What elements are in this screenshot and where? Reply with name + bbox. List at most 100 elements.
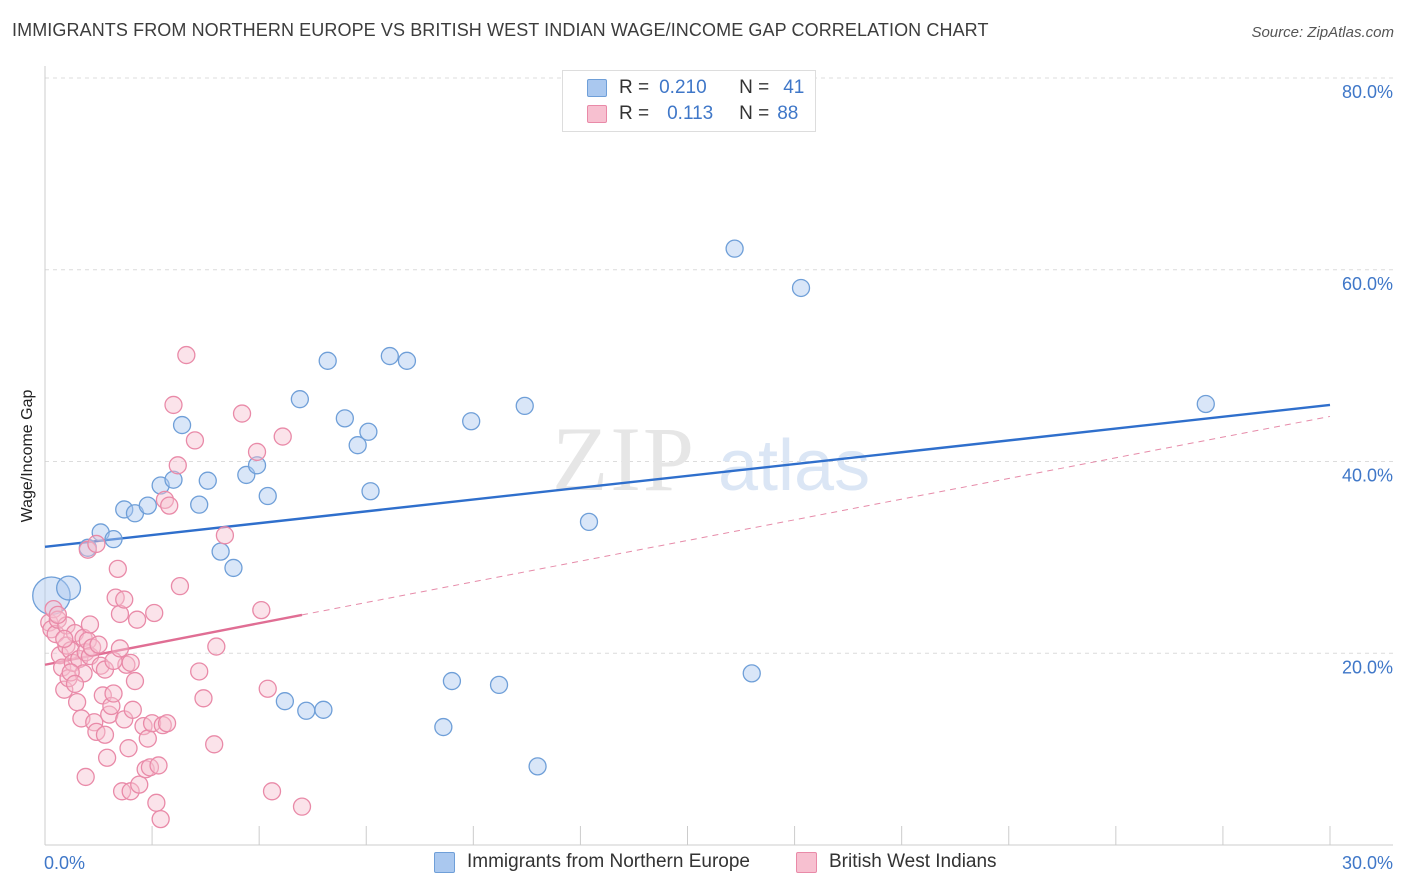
point-northern-europe — [190, 495, 209, 514]
series-legend: Immigrants from Northern Europe British … — [0, 851, 1406, 879]
point-british-west-indians — [149, 756, 168, 775]
point-northern-europe — [1196, 394, 1215, 414]
point-northern-europe — [56, 575, 82, 601]
point-northern-europe — [138, 496, 157, 515]
point-british-west-indians — [205, 735, 224, 754]
legend-label-northern-europe: Immigrants from Northern Europe — [467, 851, 750, 872]
point-british-west-indians — [258, 679, 277, 698]
legend-item-northern-europe[interactable]: Immigrants from Northern Europe — [434, 851, 750, 873]
stats-row-british-west-indians: R = 0.113 N = 88 — [563, 101, 798, 127]
point-british-west-indians — [89, 635, 108, 654]
point-northern-europe — [791, 278, 811, 298]
point-british-west-indians — [119, 739, 138, 758]
point-british-west-indians — [108, 559, 127, 579]
point-british-west-indians — [104, 684, 123, 703]
point-british-west-indians — [177, 345, 196, 365]
point-northern-europe — [247, 456, 267, 475]
blue-swatch-icon — [587, 79, 607, 97]
point-northern-europe — [742, 664, 761, 683]
watermark-zip: ZIP — [552, 408, 696, 510]
r-value-british-west-indians: 0.113 — [667, 103, 714, 124]
x-tick-label-max: 30.0% — [1342, 853, 1393, 873]
watermark: ZIP atlas — [552, 408, 870, 510]
point-british-west-indians — [170, 576, 190, 596]
point-northern-europe — [211, 542, 230, 561]
point-northern-europe — [434, 717, 453, 737]
point-british-west-indians — [55, 680, 74, 699]
point-northern-europe — [380, 346, 399, 366]
point-british-west-indians — [292, 797, 312, 816]
point-british-west-indians — [194, 689, 213, 708]
point-british-west-indians — [190, 662, 209, 681]
point-british-west-indians — [130, 775, 149, 794]
point-british-west-indians — [127, 610, 147, 629]
point-british-west-indians — [76, 767, 95, 787]
point-northern-europe — [397, 351, 417, 370]
r-label: R = — [619, 103, 650, 124]
points-layer — [32, 239, 1215, 829]
point-northern-europe — [104, 530, 123, 549]
point-british-west-indians — [110, 604, 130, 624]
point-british-west-indians — [147, 793, 166, 812]
n-value-british-west-indians: 88 — [777, 103, 799, 124]
x-tick-label-min: 0.0% — [44, 853, 85, 873]
point-british-west-indians — [61, 663, 80, 682]
legend-label-british-west-indians: British West Indians — [829, 851, 997, 872]
point-northern-europe — [515, 396, 534, 416]
point-british-west-indians — [80, 615, 100, 634]
point-british-west-indians — [273, 427, 292, 446]
point-british-west-indians — [157, 714, 177, 733]
legend-item-british-west-indians[interactable]: British West Indians — [796, 851, 997, 873]
axis-layer — [44, 66, 1393, 846]
tick-label-layer: 20.0% 40.0% 60.0% 80.0% 0.0% 30.0% — [44, 82, 1393, 873]
point-british-west-indians — [48, 605, 67, 625]
point-british-west-indians — [125, 671, 145, 691]
chart-source: Source: ZipAtlas.com — [1251, 24, 1394, 41]
point-northern-europe — [258, 486, 277, 506]
point-northern-europe — [489, 675, 509, 695]
n-value-northern-europe: 41 — [783, 77, 805, 98]
chart-title: IMMIGRANTS FROM NORTHERN EUROPE VS BRITI… — [12, 20, 989, 40]
point-northern-europe — [579, 512, 599, 532]
point-british-west-indians — [185, 431, 205, 450]
stats-row-northern-europe: R = 0.210 N = 41 — [563, 75, 804, 101]
point-northern-europe — [275, 692, 295, 711]
r-value-northern-europe: 0.210 — [659, 77, 707, 98]
point-northern-europe — [297, 701, 316, 720]
y-tick-label: 80.0% — [1342, 82, 1393, 102]
point-british-west-indians — [151, 809, 170, 829]
pink-swatch-icon — [587, 105, 607, 123]
point-british-west-indians — [262, 782, 282, 801]
point-northern-europe — [115, 500, 134, 519]
point-british-west-indians — [145, 603, 164, 623]
trendline-northern-europe — [44, 403, 1331, 549]
point-northern-europe — [290, 390, 310, 409]
point-british-west-indians — [97, 748, 117, 767]
point-british-west-indians — [110, 639, 130, 658]
point-british-west-indians — [160, 496, 179, 515]
point-northern-europe — [318, 351, 337, 370]
point-british-west-indians — [121, 653, 140, 672]
point-british-west-indians — [232, 404, 252, 423]
r-label: R = — [619, 77, 650, 98]
point-northern-europe — [462, 412, 481, 431]
point-british-west-indians — [67, 692, 87, 712]
point-british-west-indians — [215, 526, 235, 545]
point-british-west-indians — [52, 658, 72, 677]
point-british-west-indians — [95, 725, 115, 744]
point-british-west-indians — [138, 729, 157, 748]
point-british-west-indians — [252, 600, 271, 620]
point-british-west-indians — [55, 629, 74, 649]
point-northern-europe — [348, 436, 367, 455]
point-northern-europe — [224, 558, 243, 578]
point-british-west-indians — [123, 700, 142, 719]
point-british-west-indians — [70, 649, 89, 669]
point-british-west-indians — [164, 395, 183, 415]
point-british-west-indians — [247, 442, 267, 462]
pink-square-icon — [796, 851, 817, 873]
point-northern-europe — [442, 671, 462, 691]
point-northern-europe — [335, 409, 354, 428]
point-british-west-indians — [207, 637, 226, 656]
n-label: N = — [739, 77, 770, 98]
